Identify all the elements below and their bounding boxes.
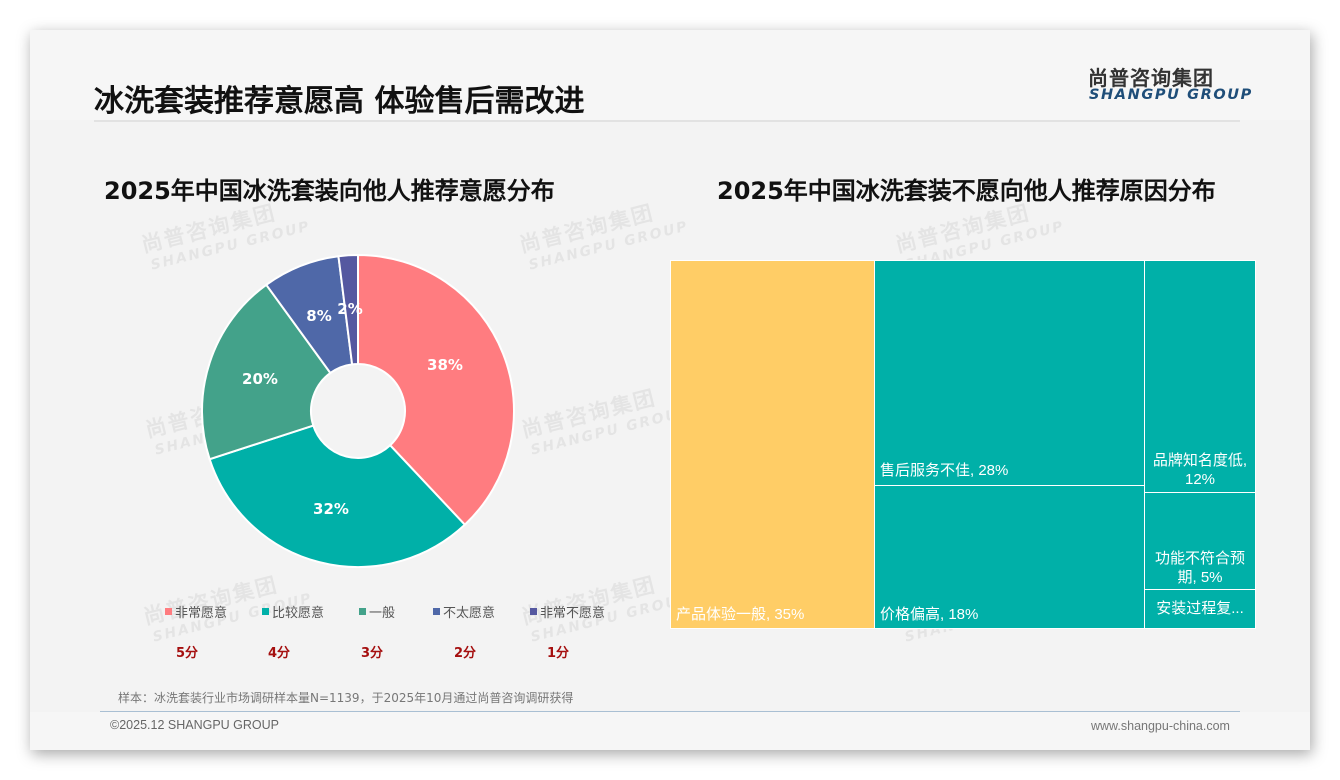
title-divider [94, 120, 1240, 122]
page-title: 冰洗套装推荐意愿高 体验售后需改进 [94, 84, 585, 119]
pie-label-neutral: 20% [242, 370, 278, 388]
legend-swatch-icon [359, 608, 366, 615]
donut-svg [201, 253, 515, 568]
pie-label-very-willing: 38% [427, 356, 463, 374]
treemap-cell-after-sales[interactable]: 售后服务不佳, 28% [874, 260, 1145, 486]
header-band [30, 30, 1310, 120]
pie-label-not-very-willing: 8% [306, 307, 332, 325]
score-2: 2分 [454, 646, 477, 661]
sample-note: 样本：冰洗套装行业市场调研样本量N=1139，于2025年10月通过尚普咨询调研… [118, 691, 574, 705]
logo-chinese: 尚普咨询集团 [1088, 66, 1214, 90]
treemap-cell-function-expectation[interactable]: 功能不符合预 期, 5% [1144, 492, 1256, 590]
pie-slice-0[interactable] [357, 253, 515, 527]
pie-label-very-unwilling: 2% [337, 300, 363, 318]
legend-swatch-icon [262, 608, 269, 615]
logo-english: SHANGPU GROUP [1089, 87, 1253, 103]
treemap-cell-product-experience[interactable]: 产品体验一般, 35% [670, 260, 875, 629]
left-chart-title: 2025年中国冰洗套装向他人推荐意愿分布 [104, 177, 555, 205]
pie-slice-1[interactable] [208, 424, 467, 568]
legend-item-very-willing[interactable]: 非常愿意 [165, 602, 227, 621]
legend-item-very-unwilling[interactable]: 非常不愿意 [530, 602, 605, 621]
score-4: 4分 [268, 646, 291, 661]
donut-chart: 38% 32% 20% 8% 2% [200, 253, 516, 569]
legend-swatch-icon [530, 608, 537, 615]
treemap-cell-brand-awareness[interactable]: 品牌知名度低, 12% [1144, 260, 1256, 493]
copyright: ©2025.12 SHANGPU GROUP [110, 718, 279, 732]
legend-item-not-very-willing[interactable]: 不太愿意 [433, 602, 495, 621]
legend-swatch-icon [433, 608, 440, 615]
website-link[interactable]: www.shangpu-china.com [1091, 719, 1230, 733]
pie-slice-2[interactable] [201, 283, 332, 461]
score-3: 3分 [361, 646, 384, 661]
slide: 冰洗套装推荐意愿高 体验售后需改进 尚普咨询集团 SHANGPU GROUP 尚… [30, 30, 1310, 750]
legend-swatch-icon [165, 608, 172, 615]
pie-slice-4[interactable] [337, 253, 359, 366]
treemap-cell-price-high[interactable]: 价格偏高, 18% [874, 485, 1145, 629]
legend-item-neutral[interactable]: 一般 [359, 602, 395, 621]
score-5: 5分 [176, 646, 199, 661]
treemap-cell-installation[interactable]: 安装过程复... [1144, 589, 1256, 629]
footer-band [30, 712, 1310, 750]
right-chart-title: 2025年中国冰洗套装不愿向他人推荐原因分布 [717, 177, 1216, 205]
footer-divider [100, 711, 1240, 712]
treemap-chart: 产品体验一般, 35% 售后服务不佳, 28% 价格偏高, 18% 品牌知名度低… [670, 260, 1256, 629]
pie-label-fairly-willing: 32% [313, 500, 349, 518]
score-1: 1分 [547, 646, 570, 661]
legend-item-fairly-willing[interactable]: 比较愿意 [262, 602, 324, 621]
